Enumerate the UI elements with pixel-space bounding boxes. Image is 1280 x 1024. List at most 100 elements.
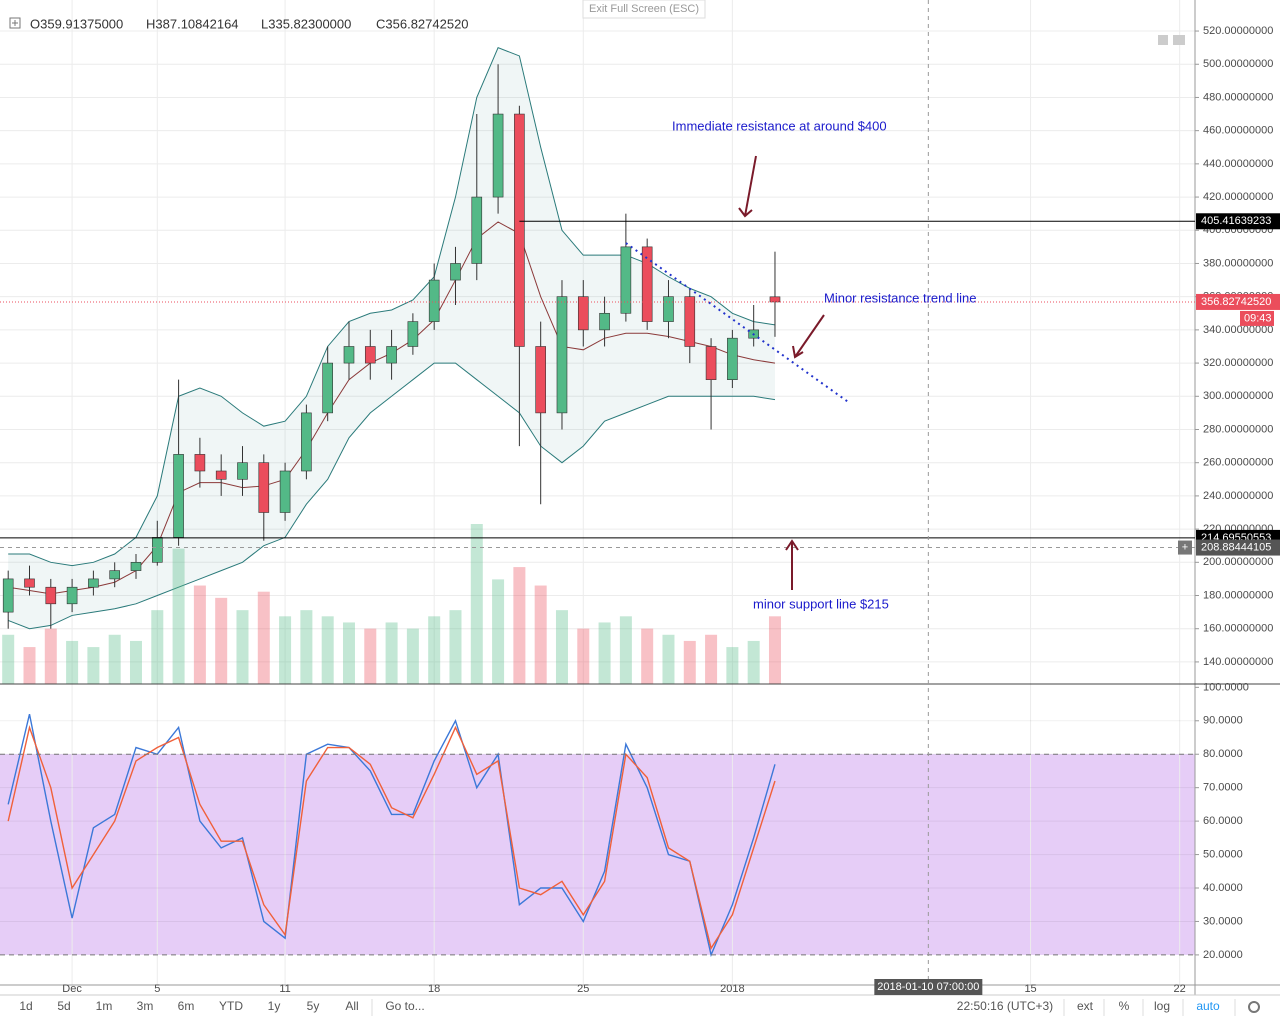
volume-bar [108, 634, 121, 684]
option-button[interactable]: auto [1196, 999, 1220, 1013]
volume-bar [236, 610, 249, 684]
volume-bar [2, 634, 15, 684]
candle-body [364, 346, 376, 364]
overlay: Dec 5 11 18 25 2018 15 22 140.00000000 160.000000… [0, 0, 1280, 995]
candle-body [88, 578, 99, 588]
candle-body [620, 246, 632, 314]
volume-bar [513, 567, 526, 684]
plot [2, 47, 781, 958]
candle-body [663, 296, 674, 322]
y-tick-label: 300.00000000 [1203, 390, 1273, 402]
y-tick-label: 90.0000 [1203, 715, 1243, 727]
crosshair-time: 2018-01-10 07:00:00 [877, 981, 979, 993]
y-tick-label: 480.00000000 [1203, 91, 1273, 103]
add-button[interactable] [1178, 540, 1192, 555]
candle-body [2, 578, 14, 613]
y-tick-label: 320.00000000 [1203, 357, 1273, 369]
candle-body [130, 562, 142, 571]
volume-bar [726, 647, 739, 684]
stoch-band [0, 754, 1195, 955]
last-price-box [1196, 293, 1280, 310]
crosshair-price-box [1196, 539, 1280, 556]
option-button[interactable]: ext [1077, 999, 1094, 1013]
candle-body [173, 454, 184, 538]
last-price-label: 356.82742520 [1201, 296, 1271, 308]
volume-bar [66, 640, 79, 684]
y-tick-label: 20.0000 [1203, 949, 1243, 961]
volume-bar [662, 634, 675, 684]
volume-bar [534, 585, 547, 684]
y-tick-label: 520.00000000 [1203, 25, 1273, 37]
exit-fullscreen-button[interactable] [582, 0, 706, 19]
range-button[interactable]: 5y [307, 999, 320, 1013]
candle-body [151, 537, 163, 563]
y-tick-label: 500.00000000 [1203, 58, 1273, 70]
countdown: 09:43 [1244, 312, 1272, 324]
pane-button[interactable] [1158, 35, 1168, 45]
volume-bar [23, 647, 36, 684]
candle-body [66, 586, 78, 605]
volume-bar [257, 591, 270, 684]
y-tick-label: 440.00000000 [1203, 158, 1273, 170]
y-tick-label: 380.00000000 [1203, 257, 1273, 269]
volume-bar [406, 628, 419, 684]
pane-button[interactable] [1173, 35, 1185, 45]
volume-bar [172, 548, 185, 684]
annotation: minor support line $215 [753, 596, 889, 611]
volume-bar [44, 628, 57, 684]
y-tick-label: 160.00000000 [1203, 623, 1273, 635]
range-button[interactable]: 5d [57, 999, 70, 1013]
ohlc-close: C356.82742520 [376, 16, 469, 31]
candle-body [492, 113, 504, 198]
volume-bar [129, 640, 142, 684]
y-tick-label: 60.0000 [1203, 815, 1243, 827]
y-tick-label: 200.00000000 [1203, 556, 1273, 568]
grid [0, 0, 1195, 985]
candle-body [577, 296, 589, 331]
x-tick-label: Dec [62, 983, 82, 995]
range-button[interactable]: 3m [137, 999, 154, 1013]
settings-button[interactable] [1248, 1001, 1260, 1013]
range-button[interactable]: 1d [19, 999, 32, 1013]
price-axis-bg [1195, 0, 1280, 995]
y-tick-label: 260.00000000 [1203, 457, 1273, 469]
arrow-head [792, 345, 804, 359]
arrow-head [738, 207, 753, 218]
range-button[interactable]: 1m [96, 999, 113, 1013]
candle-body [45, 586, 57, 605]
candle-body [556, 296, 568, 414]
level-label: 405.41639233 [1201, 215, 1271, 227]
volume-bar [577, 628, 590, 684]
volume-bar [683, 640, 696, 684]
goto-button[interactable]: Go to... [385, 999, 424, 1013]
candle-body [343, 346, 355, 364]
candle-body [109, 570, 120, 580]
range-button[interactable]: 6m [178, 999, 195, 1013]
volume-bar [151, 610, 164, 684]
candle-body [386, 346, 397, 364]
volume-bar [619, 616, 632, 684]
y-tick-label: 100.0000 [1203, 681, 1249, 693]
add-icon: + [1182, 541, 1188, 553]
y-tick-label: 50.0000 [1203, 848, 1243, 860]
range-button[interactable]: 1y [268, 999, 281, 1013]
collapse-icon[interactable] [9, 17, 21, 29]
trend-line [625, 242, 851, 404]
volume-bar [321, 616, 334, 684]
range-button[interactable]: All [345, 999, 358, 1013]
stoch-line [7, 724, 776, 950]
candle-body [279, 470, 291, 513]
y-tick-label: 460.00000000 [1203, 125, 1273, 137]
candle-body [215, 470, 227, 480]
range-button[interactable]: YTD [219, 999, 243, 1013]
x-tick-label: 25 [577, 983, 589, 995]
ohlc-open: O359.91375000 [30, 16, 123, 31]
candle-body [514, 113, 525, 347]
arrow [744, 155, 757, 217]
x-tick-label: 2018 [720, 983, 744, 995]
option-button[interactable]: % [1119, 999, 1130, 1013]
y-tick-label: 30.0000 [1203, 915, 1243, 927]
option-button[interactable]: log [1154, 999, 1170, 1013]
y-tick-label: 140.00000000 [1203, 656, 1273, 668]
